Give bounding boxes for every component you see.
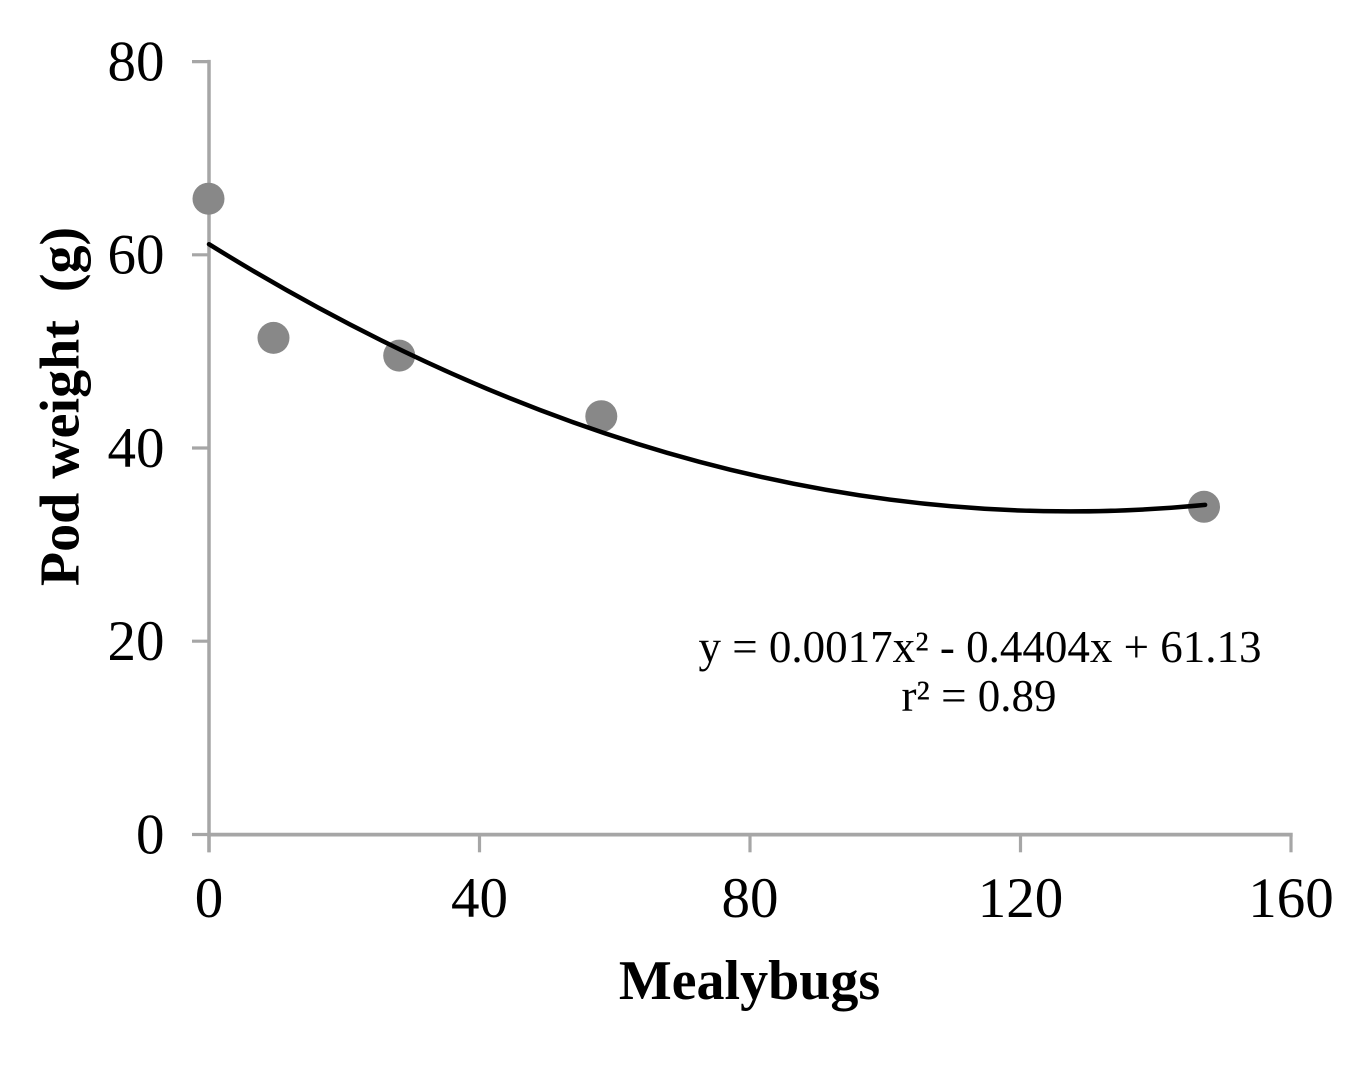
svg-text:Pod weight (g): Pod weight (g): [29, 227, 91, 586]
svg-text:0: 0: [136, 803, 165, 866]
svg-text:40: 40: [108, 417, 165, 480]
svg-text:80: 80: [108, 30, 165, 93]
svg-text:40: 40: [451, 867, 508, 930]
svg-text:60: 60: [108, 224, 165, 287]
svg-text:80: 80: [722, 867, 779, 930]
svg-text:r² = 0.89: r² = 0.89: [901, 671, 1056, 721]
svg-text:y = 0.0017x² - 0.4404x + 61.13: y = 0.0017x² - 0.4404x + 61.13: [699, 622, 1262, 672]
svg-text:160: 160: [1248, 867, 1334, 930]
svg-text:20: 20: [108, 610, 165, 673]
svg-text:Mealybugs: Mealybugs: [619, 950, 880, 1012]
svg-text:0: 0: [195, 867, 224, 930]
svg-text:120: 120: [978, 867, 1064, 930]
